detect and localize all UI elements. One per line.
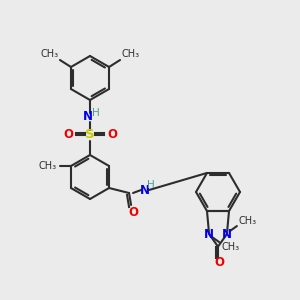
Text: CH₃: CH₃ xyxy=(239,216,257,226)
Text: N: N xyxy=(222,227,232,241)
Text: O: O xyxy=(63,128,73,142)
Text: CH₃: CH₃ xyxy=(121,49,139,59)
Text: S: S xyxy=(85,128,95,142)
Text: O: O xyxy=(214,256,224,269)
Text: CH₃: CH₃ xyxy=(221,242,239,252)
Text: CH₃: CH₃ xyxy=(39,161,57,171)
Text: N: N xyxy=(83,110,93,124)
Text: O: O xyxy=(107,128,117,142)
Text: N: N xyxy=(204,227,214,241)
Text: O: O xyxy=(128,206,138,220)
Text: CH₃: CH₃ xyxy=(41,49,59,59)
Text: H: H xyxy=(92,108,100,118)
Text: N: N xyxy=(140,184,150,196)
Text: H: H xyxy=(147,180,155,190)
